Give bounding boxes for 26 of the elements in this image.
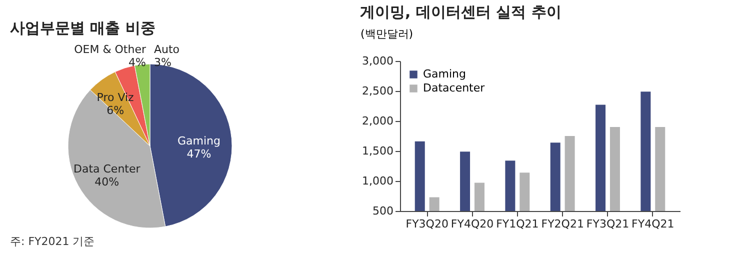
slice-label: OEM & Other bbox=[74, 43, 146, 56]
y-tick-label: 3,000 bbox=[362, 54, 394, 68]
chart-title: 게이밍, 데이터센터 실적 추이 bbox=[360, 3, 562, 21]
x-tick-label: FY2Q21 bbox=[541, 218, 584, 230]
y-tick-label: 1,500 bbox=[362, 144, 394, 158]
slice-label: Data Center bbox=[73, 162, 141, 176]
x-tick-label: FY1Q21 bbox=[496, 218, 539, 230]
data-label: 4% bbox=[128, 56, 146, 69]
x-tick-label: FY3Q21 bbox=[586, 218, 630, 230]
x-tick-label: FY4Q20 bbox=[450, 218, 494, 230]
slice-label: Auto bbox=[154, 43, 180, 56]
x-tick-label: FY4Q21 bbox=[632, 218, 674, 230]
data-label: 40% bbox=[94, 176, 120, 189]
chart-title: 사업부문별 매출 비중 bbox=[10, 19, 156, 37]
text: 주: FY2021 기준 bbox=[10, 235, 95, 248]
y-tick-label: 2,000 bbox=[362, 114, 394, 128]
legend-label: Gaming bbox=[423, 68, 466, 80]
data-label: 3% bbox=[154, 56, 172, 69]
legend-label: Datacenter bbox=[423, 82, 486, 94]
y-axis-title: (백만달러) bbox=[360, 28, 414, 40]
y-tick-label: 2,500 bbox=[362, 84, 394, 98]
x-tick-label: FY3Q20 bbox=[406, 218, 448, 230]
y-tick-label: 500 bbox=[372, 204, 394, 218]
slice-label: Gaming bbox=[177, 134, 220, 148]
y-tick-label: 1,000 bbox=[362, 174, 394, 188]
data-label: 47% bbox=[186, 147, 212, 160]
